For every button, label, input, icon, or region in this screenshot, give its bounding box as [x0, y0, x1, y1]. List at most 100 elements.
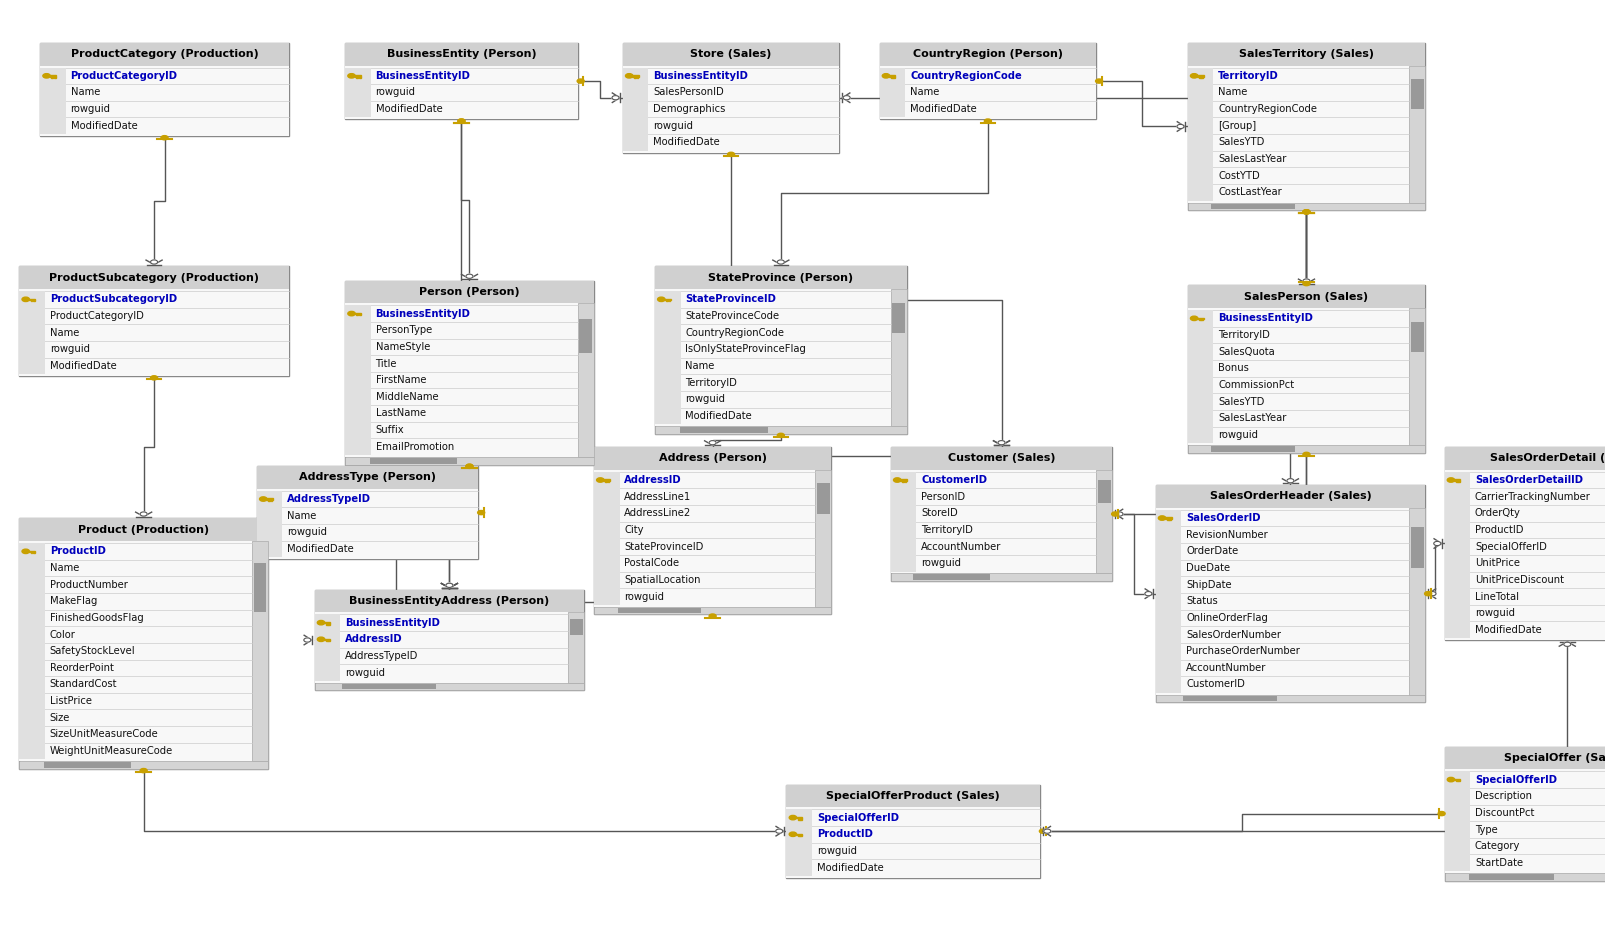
Bar [1444, 489, 1470, 505]
Bar [801, 819, 802, 820]
Bar [786, 809, 1040, 825]
Bar [257, 540, 282, 557]
Bar [570, 619, 583, 635]
Bar [19, 266, 289, 377]
Bar [1188, 203, 1425, 210]
Bar [19, 308, 289, 324]
Bar [1188, 410, 1213, 426]
Circle shape [626, 73, 632, 78]
Bar [891, 289, 907, 426]
Bar [1188, 360, 1213, 377]
Text: OrderDate: OrderDate [1186, 546, 1239, 556]
Bar [655, 391, 891, 408]
Bar [796, 834, 802, 835]
Bar [345, 43, 578, 120]
Bar [880, 85, 905, 101]
Bar [891, 538, 1096, 555]
Text: rowguid: rowguid [287, 527, 327, 537]
Bar [1188, 184, 1213, 201]
Bar [655, 391, 681, 408]
Bar [345, 405, 371, 422]
Text: SalesOrderDetail (Sales): SalesOrderDetail (Sales) [1491, 454, 1605, 463]
Bar [655, 308, 891, 324]
Bar [345, 281, 594, 465]
Circle shape [1303, 210, 1310, 214]
Bar [1156, 676, 1181, 693]
Text: DiscountPct: DiscountPct [1475, 807, 1534, 818]
Bar [315, 590, 584, 612]
Bar [891, 555, 916, 572]
Text: rowguid: rowguid [1218, 430, 1258, 440]
Circle shape [1303, 210, 1310, 214]
Bar [623, 134, 648, 150]
Text: ReorderPoint: ReorderPoint [50, 663, 114, 673]
Bar [1188, 66, 1409, 203]
Bar [345, 422, 371, 438]
Circle shape [260, 496, 266, 501]
Bar [1156, 576, 1409, 593]
Bar [315, 648, 568, 665]
Bar [345, 322, 578, 339]
Bar [268, 500, 270, 501]
Bar [1444, 838, 1605, 854]
Circle shape [140, 768, 148, 772]
Circle shape [658, 297, 664, 301]
Circle shape [775, 829, 783, 833]
Bar [1188, 68, 1213, 85]
Bar [1156, 643, 1409, 660]
Text: StateProvinceID: StateProvinceID [624, 541, 703, 552]
Circle shape [1096, 79, 1103, 83]
Text: rowguid: rowguid [653, 121, 693, 131]
Bar [1444, 588, 1605, 605]
Bar [1188, 68, 1409, 85]
Bar [891, 555, 1096, 572]
Circle shape [43, 73, 50, 78]
Bar [605, 481, 607, 482]
Text: SalesOrderHeader (Sales): SalesOrderHeader (Sales) [1210, 492, 1371, 501]
Text: ProductSubcategoryID: ProductSubcategoryID [50, 294, 177, 304]
Bar [19, 643, 45, 660]
Bar [19, 266, 289, 289]
Bar [655, 289, 891, 426]
Bar [817, 483, 830, 514]
Bar [1454, 779, 1461, 780]
Text: CostLastYear: CostLastYear [1218, 187, 1282, 198]
Bar [594, 447, 831, 614]
Text: NameStyle: NameStyle [376, 341, 430, 352]
Bar [891, 521, 916, 538]
Text: SpatialLocation: SpatialLocation [624, 574, 701, 585]
Circle shape [1433, 541, 1441, 546]
Text: rowguid: rowguid [624, 592, 664, 602]
Text: Customer (Sales): Customer (Sales) [949, 454, 1054, 463]
Bar [1459, 481, 1461, 482]
Text: ProductID: ProductID [1475, 525, 1523, 535]
Bar [266, 498, 273, 499]
Circle shape [1191, 316, 1197, 320]
Bar [1188, 43, 1425, 66]
Bar [1444, 470, 1605, 640]
Bar [655, 375, 891, 391]
Circle shape [446, 583, 453, 588]
Bar [891, 472, 916, 489]
Bar [801, 835, 802, 836]
Bar [891, 505, 1096, 521]
Text: Name: Name [50, 563, 79, 573]
Bar [1444, 505, 1470, 521]
Bar [1212, 446, 1295, 452]
Bar [891, 521, 1096, 538]
Bar [891, 472, 1096, 489]
Bar [1444, 605, 1470, 622]
Bar [891, 470, 1096, 573]
Bar [655, 426, 907, 434]
Circle shape [883, 73, 889, 78]
Bar [1411, 321, 1424, 352]
Bar [1444, 489, 1605, 505]
Text: ModifiedDate: ModifiedDate [50, 360, 117, 371]
Circle shape [1115, 512, 1124, 516]
Text: SalesTerritory (Sales): SalesTerritory (Sales) [1239, 49, 1374, 59]
Bar [19, 692, 45, 709]
Circle shape [1287, 478, 1294, 483]
Bar [594, 472, 620, 489]
Bar [345, 101, 578, 118]
Bar [257, 491, 282, 508]
